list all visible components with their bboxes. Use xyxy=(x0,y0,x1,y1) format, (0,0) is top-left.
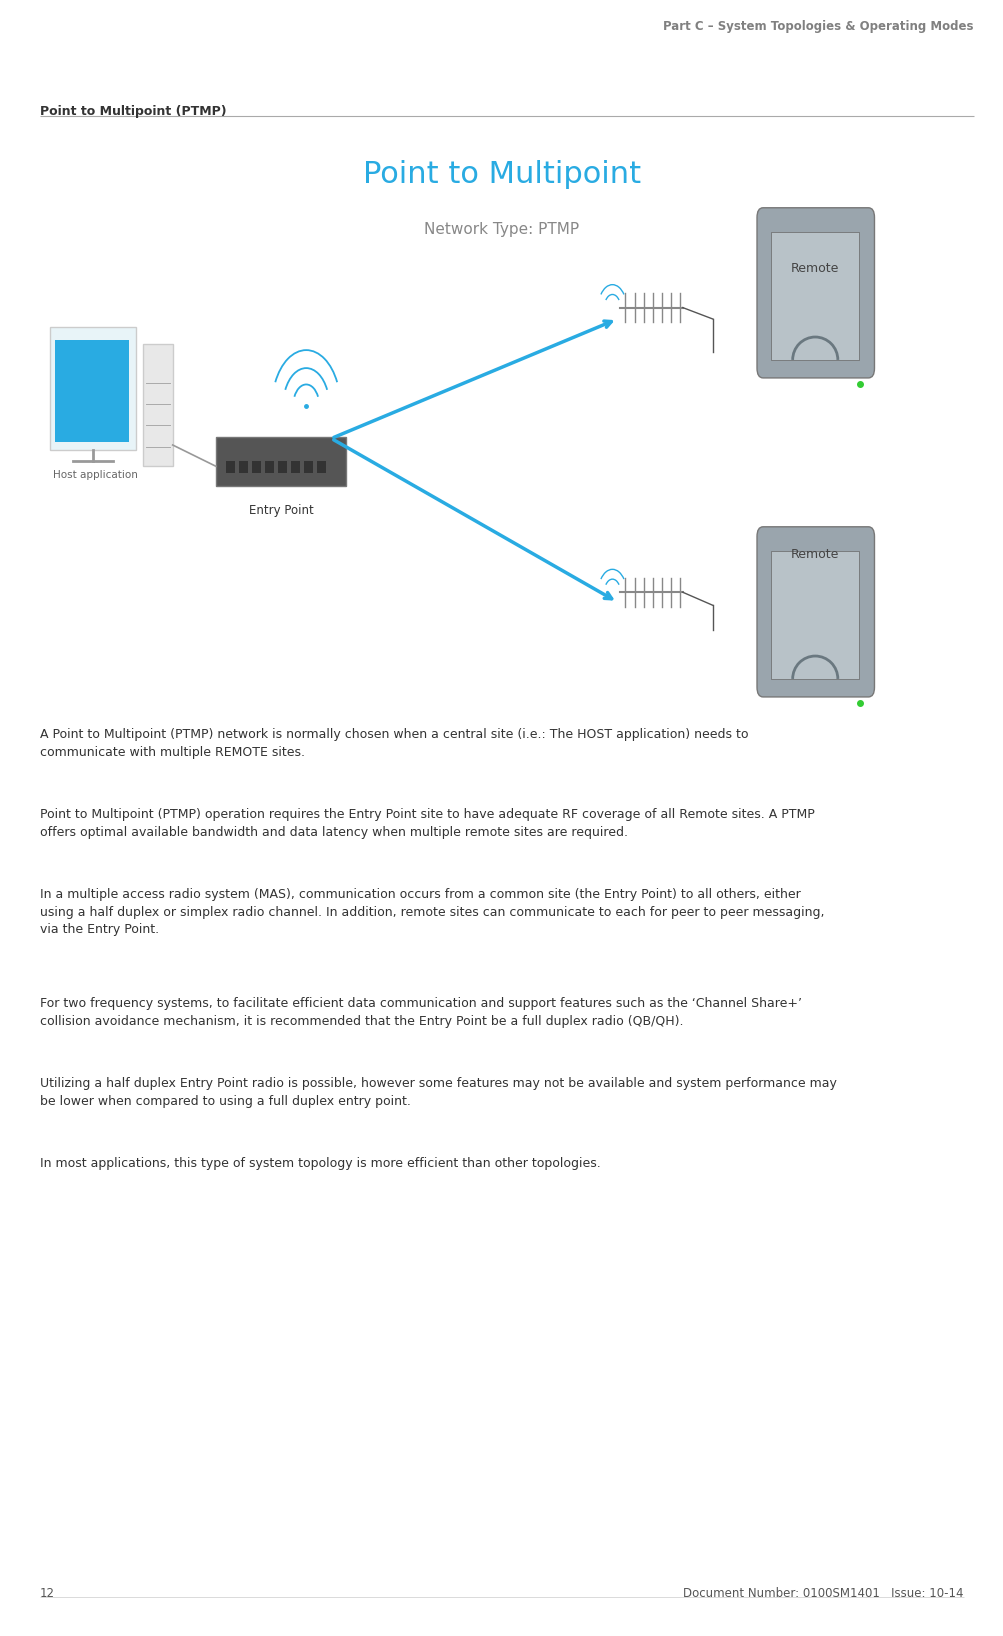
Text: Point to Multipoint (PTMP): Point to Multipoint (PTMP) xyxy=(40,105,227,118)
FancyBboxPatch shape xyxy=(216,437,346,486)
Text: In a multiple access radio system (MAS), communication occurs from a common site: In a multiple access radio system (MAS),… xyxy=(40,888,823,936)
Text: Remote: Remote xyxy=(790,262,839,275)
FancyBboxPatch shape xyxy=(756,527,874,697)
FancyBboxPatch shape xyxy=(278,461,287,473)
FancyBboxPatch shape xyxy=(291,461,300,473)
Text: Entry Point: Entry Point xyxy=(249,504,313,517)
FancyBboxPatch shape xyxy=(252,461,261,473)
Text: Host application: Host application xyxy=(53,470,137,479)
FancyBboxPatch shape xyxy=(50,327,135,450)
Text: Network Type: PTMP: Network Type: PTMP xyxy=(424,222,579,237)
Text: Document Number: 0100SM1401   Issue: 10-14: Document Number: 0100SM1401 Issue: 10-14 xyxy=(683,1587,963,1600)
Text: Point to Multipoint (PTMP) operation requires the Entry Point site to have adequ: Point to Multipoint (PTMP) operation req… xyxy=(40,808,814,839)
FancyBboxPatch shape xyxy=(226,461,235,473)
Text: Point to Multipoint: Point to Multipoint xyxy=(362,160,641,190)
FancyBboxPatch shape xyxy=(317,461,326,473)
Text: For two frequency systems, to facilitate efficient data communication and suppor: For two frequency systems, to facilitate… xyxy=(40,998,801,1027)
Text: Part C – System Topologies & Operating Modes: Part C – System Topologies & Operating M… xyxy=(663,20,973,33)
Text: Remote: Remote xyxy=(790,548,839,561)
FancyBboxPatch shape xyxy=(55,340,128,442)
Text: 12: 12 xyxy=(40,1587,55,1600)
FancyBboxPatch shape xyxy=(770,551,859,679)
Text: A Point to Multipoint (PTMP) network is normally chosen when a central site (i.e: A Point to Multipoint (PTMP) network is … xyxy=(40,728,748,759)
FancyBboxPatch shape xyxy=(756,208,874,378)
FancyBboxPatch shape xyxy=(239,461,248,473)
Text: In most applications, this type of system topology is more efficient than other : In most applications, this type of syste… xyxy=(40,1158,601,1170)
FancyBboxPatch shape xyxy=(142,344,173,466)
FancyBboxPatch shape xyxy=(304,461,313,473)
Text: Utilizing a half duplex Entry Point radio is possible, however some features may: Utilizing a half duplex Entry Point radi… xyxy=(40,1078,837,1108)
FancyBboxPatch shape xyxy=(770,232,859,360)
FancyBboxPatch shape xyxy=(265,461,274,473)
